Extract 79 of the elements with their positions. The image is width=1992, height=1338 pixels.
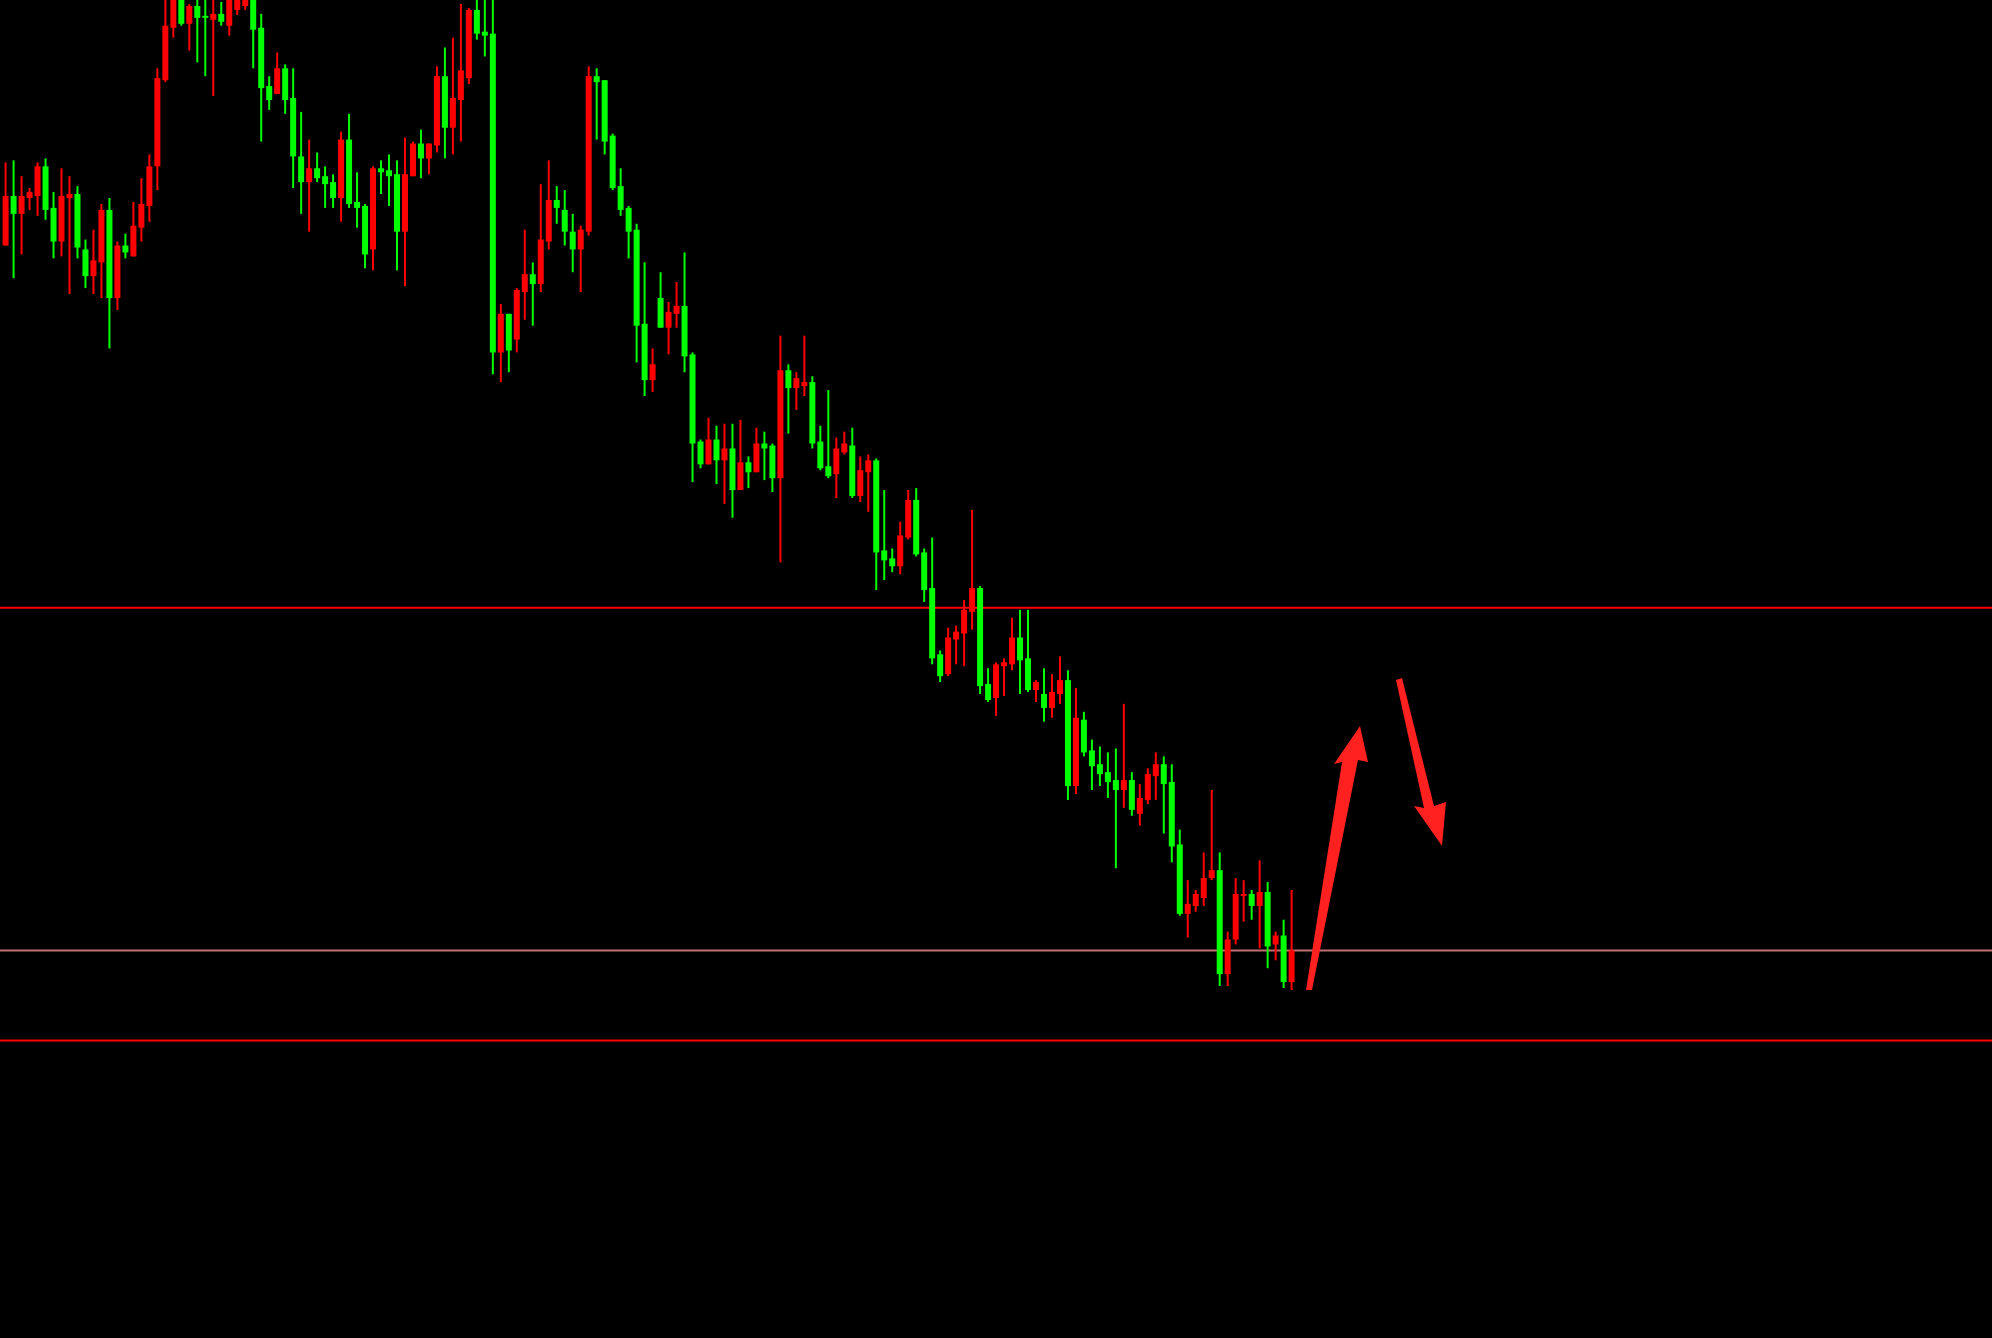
candlestick: [1256, 859, 1263, 950]
candlestick: [737, 418, 744, 492]
candlestick: [417, 128, 424, 180]
candlestick: [1104, 751, 1111, 799]
candlestick: [1040, 667, 1047, 723]
candlestick: [1056, 655, 1063, 705]
candlestick: [1009, 616, 1016, 672]
candlestick: [537, 183, 544, 294]
candlestick: [1232, 877, 1239, 946]
candlestick: [769, 442, 776, 494]
candlestick: [1224, 930, 1231, 988]
candlestick: [569, 212, 576, 274]
candlestick: [753, 426, 760, 474]
candlestick: [721, 422, 728, 505]
candlestick: [785, 363, 792, 435]
candlestick: [945, 626, 952, 678]
candlestick: [529, 261, 536, 327]
candlestick: [593, 67, 600, 141]
candlestick: [1017, 608, 1024, 695]
candlestick: [1120, 702, 1127, 809]
candlestick: [745, 455, 752, 490]
candlestick: [378, 159, 385, 196]
candlestick: [1096, 745, 1103, 788]
candlestick: [833, 436, 840, 499]
candlestick: [330, 173, 337, 209]
candlestick: [793, 371, 800, 411]
candlestick: [82, 238, 89, 290]
candlestick: [210, 0, 217, 98]
candlestick: [178, 0, 185, 27]
candlestick: [665, 300, 672, 356]
candlestick: [1280, 918, 1287, 990]
candlestick: [10, 159, 17, 280]
candlestick: [314, 151, 321, 184]
candlestick: [298, 110, 305, 215]
candlestick: [1272, 930, 1279, 962]
candlestick: [1184, 879, 1191, 939]
candlestick: [130, 200, 137, 258]
candlestick: [1025, 608, 1032, 694]
candlestick: [865, 453, 872, 513]
candlestick: [18, 175, 25, 256]
candlestick: [561, 189, 568, 247]
candlestick: [713, 424, 720, 486]
candlestick: [993, 661, 1000, 717]
candlestick: [186, 2, 193, 52]
candlestick: [218, 0, 225, 27]
candlestick: [505, 312, 512, 374]
candlestick: [1208, 789, 1215, 882]
candlestick: [673, 281, 680, 329]
candlestick: [34, 161, 41, 217]
candlestick: [857, 455, 864, 503]
candlestick: [705, 416, 712, 466]
candlestick: [1152, 751, 1159, 801]
candlestick: [649, 347, 656, 394]
candlestick: [66, 175, 73, 296]
candlestick: [1080, 710, 1087, 758]
candlestick: [1112, 747, 1119, 870]
candlestick: [889, 547, 896, 574]
candlestick: [553, 185, 560, 225]
candlestick: [322, 165, 329, 209]
candlestick: [1128, 771, 1135, 817]
candlestick: [657, 271, 664, 329]
candlestick: [194, 0, 201, 64]
candlestick: [457, 2, 464, 143]
candlestick: [1048, 673, 1055, 719]
candlestick: [473, 0, 480, 41]
candlestick: [801, 334, 808, 397]
candlestick: [497, 302, 504, 384]
candlestick: [306, 138, 313, 233]
candlestick: [146, 153, 153, 223]
candlestick: [1288, 889, 1295, 991]
candlestick: [1033, 679, 1039, 703]
candlestick: [1200, 851, 1207, 907]
candlestick: [449, 36, 456, 156]
candlestick: [202, 0, 209, 78]
candlestick: [825, 389, 832, 480]
candlestick: [729, 422, 736, 519]
candlestick: [1248, 889, 1255, 921]
candlestick: [274, 51, 281, 96]
candlestick: [226, 0, 233, 37]
